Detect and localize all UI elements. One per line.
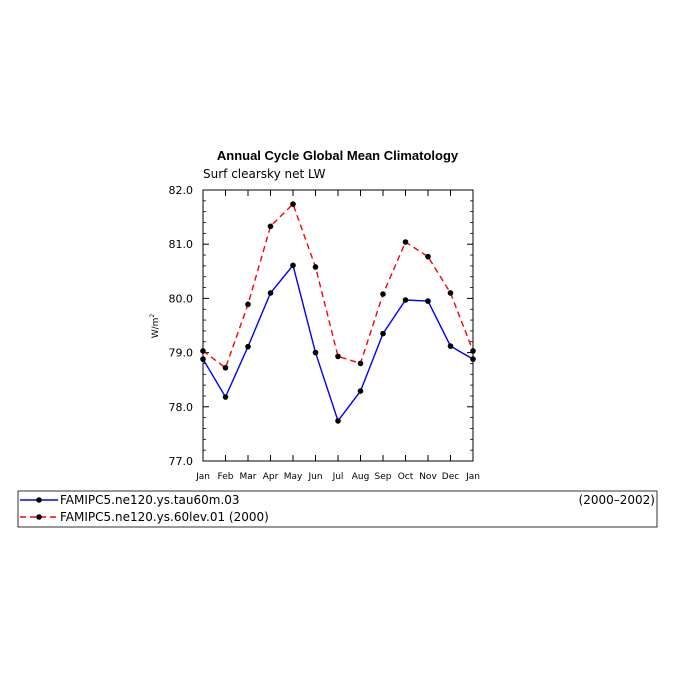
x-tick-label: Mar [240, 472, 257, 482]
y-tick-label: 77.0 [169, 455, 194, 468]
series-2-point [222, 364, 229, 371]
series-2-point [470, 348, 476, 354]
legend-marker-1 [36, 497, 42, 503]
series-2-point [447, 290, 454, 296]
x-tick-label: Feb [218, 472, 234, 482]
series-2-point [380, 291, 386, 297]
legend-marker-2 [36, 514, 42, 520]
series-2-point [290, 201, 296, 207]
y-axis-label-superscript: 2 [149, 314, 156, 318]
chart-subtitle: Surf clearsky net LW [203, 167, 326, 181]
series-1-point [290, 262, 296, 269]
series-1-point [357, 388, 364, 394]
series-1-point [380, 330, 386, 337]
x-tick-label: May [284, 472, 303, 482]
series-line-1 [202, 263, 474, 423]
series-1-point [425, 298, 431, 304]
legend: FAMIPC5.ne120.ys.tau60m.03 (2000–2002) FAM… [20, 493, 655, 524]
x-axis: Jan Feb Mar Apr May Jun Jul Aug Sep Oct Nov Dec Jan [195, 190, 480, 482]
x-tick-label: Apr [263, 472, 279, 482]
series-2-point [402, 239, 409, 245]
series-1-point [470, 356, 476, 362]
series-1-point [267, 290, 274, 296]
series-2-point [200, 348, 206, 354]
x-tick-label: Jul [332, 472, 344, 482]
x-tick-label: Nov [419, 472, 437, 482]
x-tick-label: Sep [375, 472, 392, 482]
series-1-point [312, 349, 319, 356]
y-tick-label: 80.0 [169, 292, 194, 305]
series-1-point [335, 418, 341, 424]
y-tick-label: 79.0 [169, 347, 194, 360]
legend-years-1: (2000–2002) [579, 493, 655, 507]
series-2-point [312, 264, 319, 270]
y-tick-label: 78.0 [169, 401, 194, 414]
y-tick-label: 82.0 [169, 184, 194, 197]
x-tick-label: Dec [442, 472, 459, 482]
x-tick-label: Aug [352, 472, 370, 482]
x-tick-label: Jun [307, 472, 322, 482]
y-axis-label-unit: W/m [151, 318, 161, 339]
y-tick-label: 81.0 [169, 238, 194, 251]
series-1-point [447, 343, 454, 349]
y-axis: 77.0 78.0 79.0 80.0 81.0 82.0 [169, 184, 473, 468]
series-1-point [200, 356, 206, 362]
x-tick-label: Jan [465, 472, 480, 482]
series-layer [200, 201, 476, 424]
x-tick-label: Jan [195, 472, 210, 482]
series-2-point [425, 253, 431, 260]
legend-label-2: FAMIPC5.ne120.ys.60lev.01 (2000) [60, 510, 269, 524]
series-1-point [245, 343, 251, 350]
series-2-point [357, 360, 364, 367]
series-2-point [245, 301, 251, 308]
series-2-point [267, 223, 274, 230]
legend-box [17, 490, 658, 528]
x-tick-label: Oct [398, 472, 414, 482]
series-line-2 [202, 202, 474, 369]
y-axis-label: W/m2 [149, 314, 161, 339]
series-1-point [402, 297, 409, 303]
series-1-point [222, 394, 229, 400]
legend-label-1: FAMIPC5.ne120.ys.tau60m.03 [60, 493, 240, 507]
chart-title: Annual Cycle Global Mean Climatology [217, 148, 459, 163]
series-2-point [335, 353, 341, 360]
